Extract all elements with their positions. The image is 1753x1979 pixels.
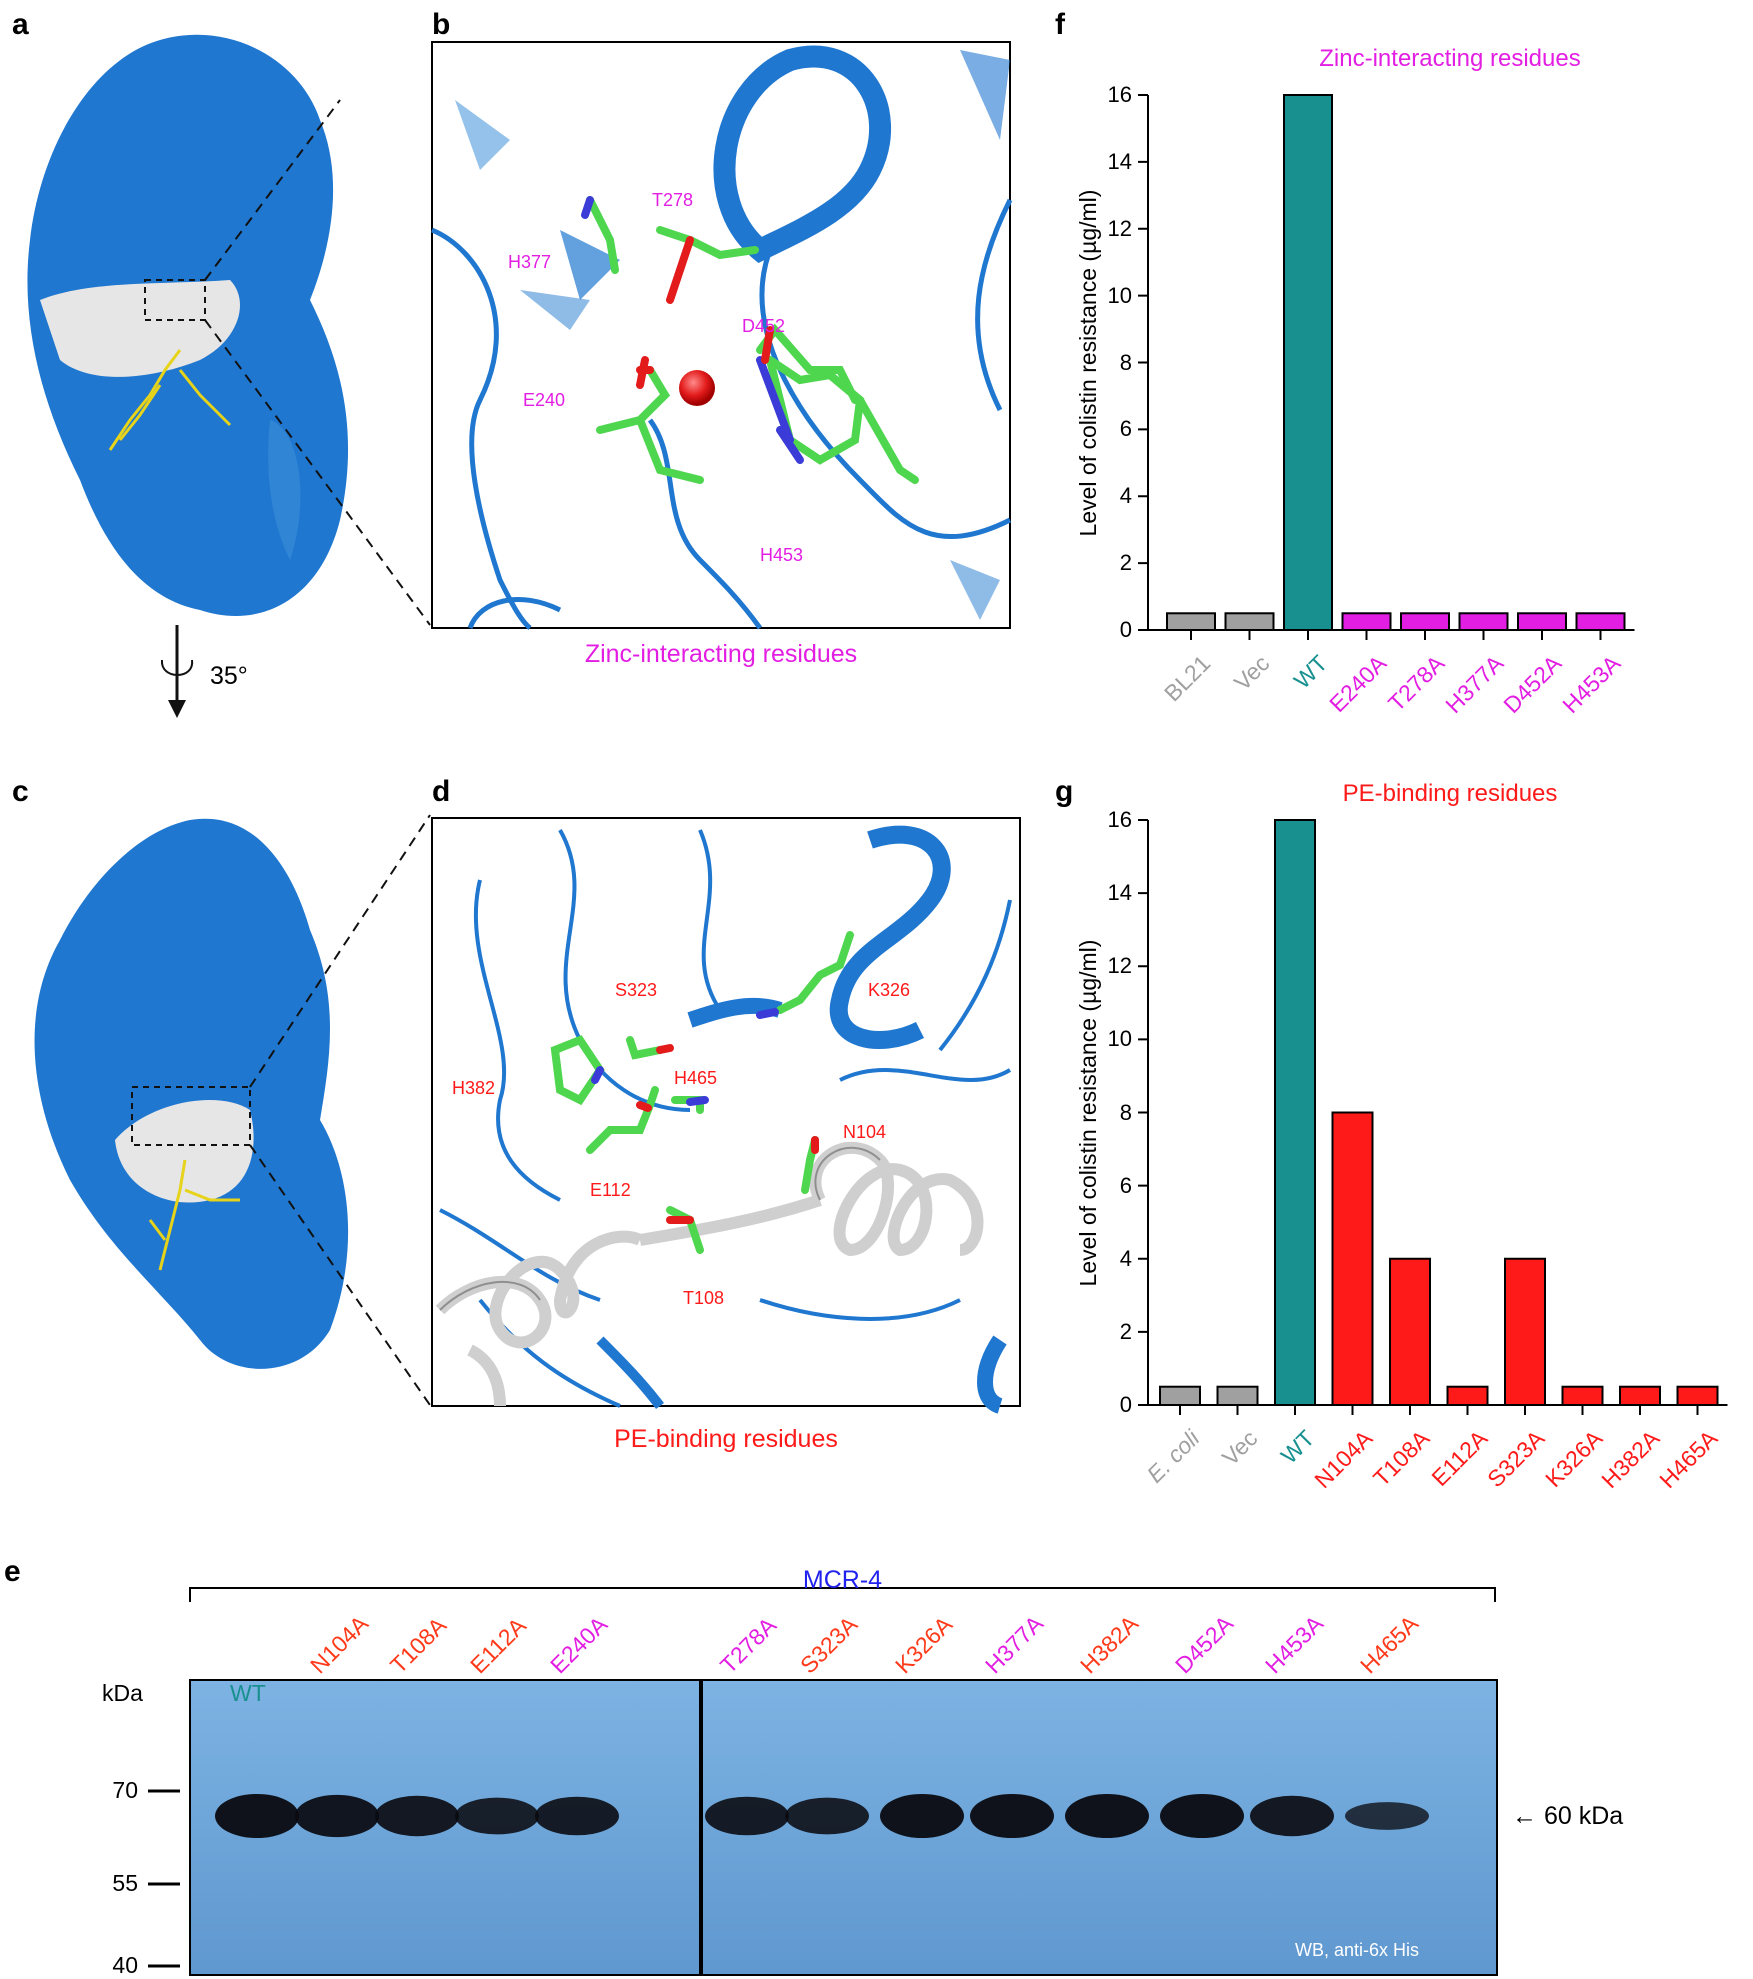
marker-70: 70 [112,1777,138,1803]
y-tick-label: 14 [1107,148,1132,174]
y-axis-label: Level of colistin resistance (µg/ml) [1075,939,1101,1286]
residue-label: N104 [843,1122,887,1142]
y-tick-label: 12 [1107,215,1132,241]
lane-label: WT [230,1680,266,1706]
zinc-ion [679,370,715,406]
panel-d-caption: PE-binding residues [614,1425,838,1453]
residue-label: D452 [742,316,786,336]
y-tick-label: 16 [1107,82,1132,107]
bar-N104A [1331,1111,1374,1406]
rotation-arrow [160,625,194,718]
residue-label: H382 [452,1078,496,1098]
bar-H382A [1619,1385,1661,1406]
bar-WT [1283,94,1333,631]
y-tick-label: 8 [1119,1099,1132,1125]
band-D452A [1160,1794,1244,1838]
bar-Vec [1216,1385,1259,1406]
band-T108A [375,1795,459,1837]
blot-title: MCR-4 [802,1566,883,1594]
y-tick-label: 4 [1119,483,1132,509]
y-tick-label: 16 [1107,807,1132,832]
bar-BL21 [1166,612,1216,631]
y-tick-label: 14 [1107,880,1132,906]
bar-E112A [1446,1385,1489,1406]
marker-55: 55 [112,1870,138,1896]
band-K326A [880,1794,964,1838]
y-tick-label: 0 [1119,617,1132,642]
y-tick-label: 10 [1107,1026,1132,1052]
band-WT [215,1794,299,1838]
y-tick-label: 6 [1119,1172,1132,1198]
band-E240A [535,1796,619,1836]
panel-label-g: g [1055,775,1074,808]
residue-label: H465 [674,1068,718,1088]
chart-title: PE-binding residues [1342,780,1558,807]
band-H465A [1345,1802,1429,1830]
bar-T108A [1389,1257,1431,1406]
panel-label-d: d [432,775,451,808]
panel-b-caption: Zinc-interacting residues [584,640,858,668]
panel-label-e: e [4,1555,21,1588]
y-tick-label: 8 [1119,349,1132,375]
structure-view-d [431,817,1021,1414]
kda-label: kDa [102,1680,143,1706]
y-tick-label: 10 [1107,282,1132,308]
blot-footer: WB, anti-6x His [1295,1940,1420,1960]
band-T278A [705,1796,789,1836]
bar-H465A [1676,1385,1719,1406]
panel-label-b: b [432,8,451,41]
chart-title: Zinc-interacting residues [1319,45,1581,72]
structure-view-b [431,41,1013,630]
y-axis-label: Level of colistin resistance (µg/ml) [1075,189,1101,536]
residue-label: H377 [508,252,552,272]
y-tick-label: 2 [1119,1318,1132,1344]
arrow-60kda: ← 60 kDa [1512,1802,1624,1830]
residue-label: H453 [760,545,804,565]
bar-WT [1274,819,1316,1406]
y-tick-label: 12 [1107,953,1132,979]
bar-Vec [1224,612,1275,631]
bar-S323A [1504,1257,1546,1406]
y-tick-label: 6 [1119,416,1132,442]
bar-K326A [1561,1385,1604,1406]
marker-40: 40 [112,1952,138,1978]
residue-label: E240 [523,390,566,410]
bar-H453A [1575,612,1626,631]
y-tick-label: 0 [1119,1392,1132,1417]
bar-T278A [1400,612,1450,631]
panel-label-c: c [12,775,29,808]
panel-label-a: a [12,8,29,41]
residue-label: S323 [615,980,658,1000]
band-H377A [970,1794,1054,1838]
bar-chart-f [1138,94,1635,640]
band-H453A [1250,1795,1334,1837]
residue-label: E112 [590,1180,631,1200]
panel-label-f: f [1055,8,1065,41]
western-blot [148,1587,1498,1976]
residue-label: T278 [652,190,694,210]
band-S323A [785,1797,869,1835]
y-tick-label: 2 [1119,550,1132,576]
bar-chart-g [1138,819,1728,1415]
bar-E. coli [1159,1385,1201,1406]
protein-surface-a [27,34,349,616]
rotation-label: 35° [210,662,248,690]
y-tick-label: 4 [1119,1245,1132,1271]
band-N104A [295,1794,379,1838]
band-H382A [1065,1794,1149,1838]
band-E112A [455,1797,539,1835]
bar-E240A [1341,612,1392,631]
protein-surface-c [34,818,349,1369]
bar-H377A [1458,612,1509,631]
residue-label: T108 [683,1288,725,1308]
bar-D452A [1517,612,1567,631]
residue-label: K326 [868,980,911,1000]
